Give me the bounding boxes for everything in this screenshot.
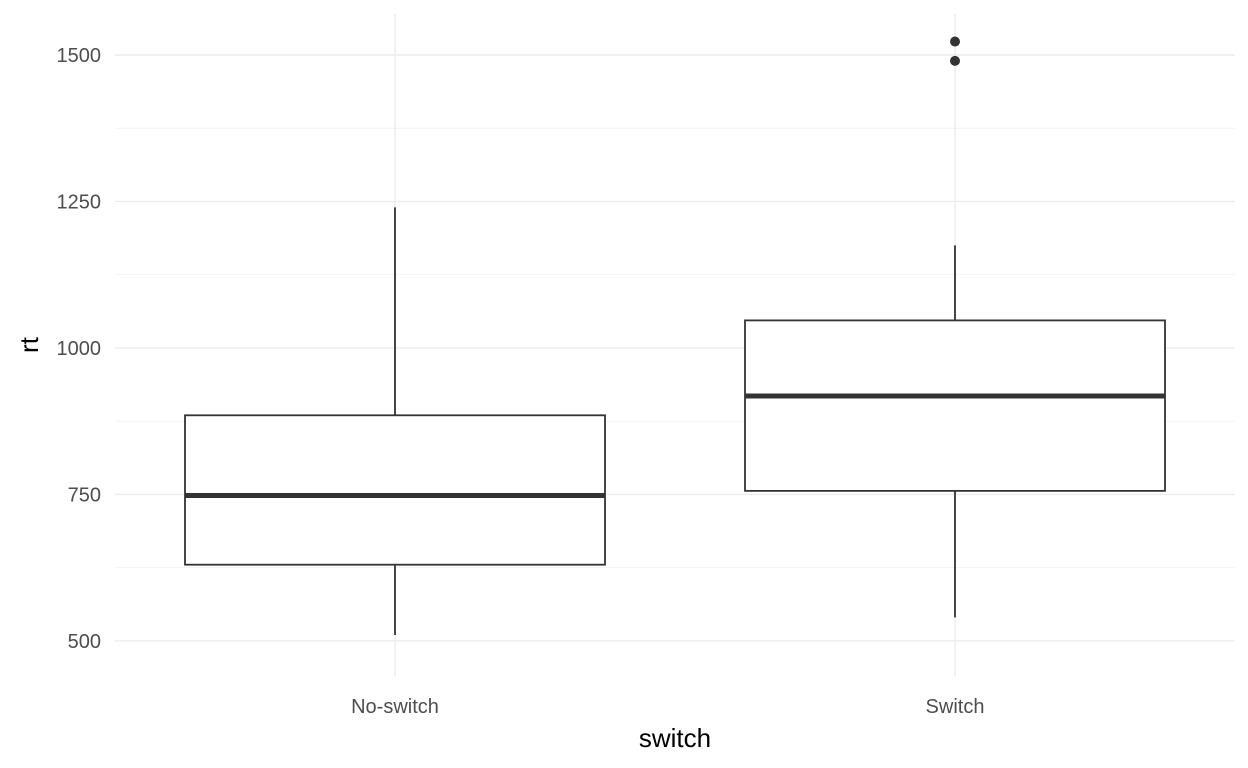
x-axis-title: switch: [639, 723, 711, 753]
outlier-point: [950, 36, 960, 47]
y-tick-label: 1000: [57, 338, 102, 360]
outlier-point: [950, 55, 960, 66]
x-tick-label: Switch: [926, 696, 985, 718]
box-switch: [744, 36, 1166, 618]
y-axis-ticks: 500 750 1000 1250 1500: [57, 45, 102, 653]
y-tick-label: 1500: [57, 45, 102, 67]
y-tick-label: 500: [68, 631, 101, 653]
y-tick-label: 750: [68, 484, 101, 506]
boxes: [184, 36, 1166, 635]
y-tick-label: 1250: [57, 191, 102, 213]
box-iqr: [184, 414, 606, 566]
x-axis-ticks: No-switch Switch: [351, 696, 984, 718]
x-tick-label: No-switch: [351, 696, 439, 718]
box-iqr: [744, 319, 1166, 492]
y-axis-title: rt: [14, 336, 44, 353]
box-no-switch: [184, 207, 606, 635]
